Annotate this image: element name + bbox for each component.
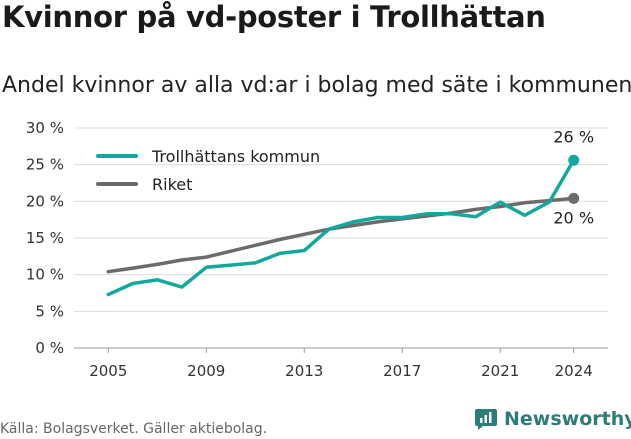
series-end-marker xyxy=(568,154,580,166)
series-line-riket xyxy=(106,196,576,274)
x-tick-label: 2017 xyxy=(383,362,421,380)
series-line-trollhattan xyxy=(106,158,576,297)
legend-label: Trollhättans kommun xyxy=(151,147,320,166)
axes: 0 % 5 % 10 % 15 % 20 % 25 % 30 % 2005 2009 2013 20… xyxy=(26,119,593,380)
y-tick-label: 25 % xyxy=(26,156,64,174)
chart-subtitle: Andel kvinnor av alla vd:ar i bolag med … xyxy=(2,73,631,98)
series-end-label: 20 % xyxy=(553,208,594,227)
chart-title: Kvinnor på vd-poster i Trollhättan xyxy=(2,0,546,34)
brand-name: Newsworthy xyxy=(504,408,631,430)
brand-logo: Newsworthy xyxy=(474,407,631,431)
x-tick-label: 2009 xyxy=(187,362,225,380)
grid-lines xyxy=(74,127,608,349)
series-end-label: 26 % xyxy=(553,127,594,146)
y-tick-label: 5 % xyxy=(35,302,64,320)
x-tick-label: 2021 xyxy=(481,362,519,380)
series-lines: 26 % 20 % xyxy=(106,127,594,297)
newsworthy-logo-icon xyxy=(475,409,497,430)
y-tick-label: 30 % xyxy=(26,119,64,137)
y-tick-label: 10 % xyxy=(26,266,64,284)
y-tick-label: 20 % xyxy=(26,192,64,210)
legend: Trollhättans kommun Riket xyxy=(96,147,320,194)
y-tick-label: 0 % xyxy=(35,339,64,357)
x-tick-label: 2005 xyxy=(89,362,127,380)
x-tick-label: 2024 xyxy=(555,362,593,380)
x-tick-label: 2013 xyxy=(285,362,323,380)
source-note: Källa: Bolagsverket. Gäller aktiebolag. xyxy=(0,421,268,437)
y-tick-label: 15 % xyxy=(26,229,64,247)
legend-label: Riket xyxy=(152,175,192,194)
series-end-marker xyxy=(568,192,580,204)
